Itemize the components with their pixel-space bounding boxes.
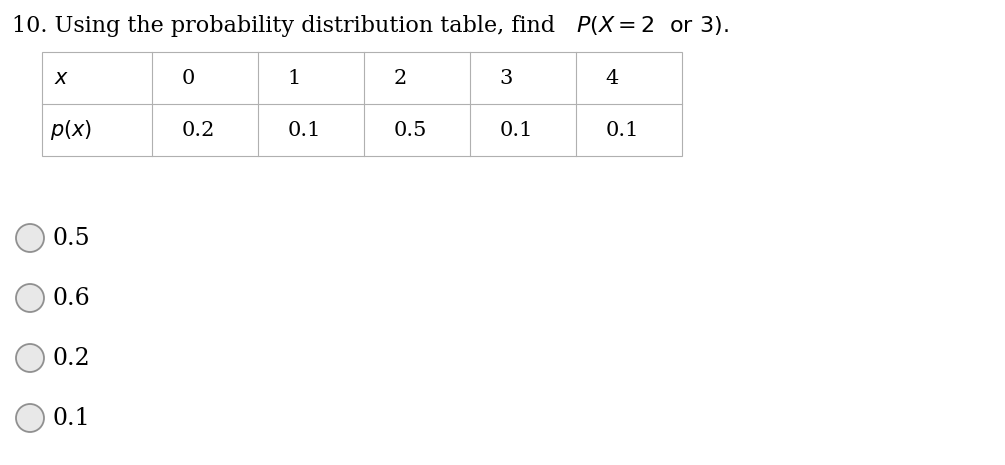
Text: 0.5: 0.5 — [52, 226, 89, 250]
Text: 10. Using the probability distribution table, find: 10. Using the probability distribution t… — [12, 15, 562, 37]
Text: 0.6: 0.6 — [52, 286, 89, 310]
Text: 0.2: 0.2 — [182, 120, 215, 140]
Text: 0.1: 0.1 — [287, 120, 322, 140]
Text: 0.2: 0.2 — [52, 346, 89, 370]
Text: 2: 2 — [394, 68, 407, 87]
Text: 0.5: 0.5 — [394, 120, 427, 140]
Text: $p(x)$: $p(x)$ — [50, 118, 92, 142]
Text: 0.1: 0.1 — [52, 406, 89, 430]
Ellipse shape — [16, 224, 44, 252]
Bar — [42, 52, 682, 156]
Ellipse shape — [16, 284, 44, 312]
Text: $x$: $x$ — [54, 68, 69, 87]
Text: $P(X = 2\ \ \mathrm{or}\ 3).$: $P(X = 2\ \ \mathrm{or}\ 3).$ — [576, 14, 729, 37]
Ellipse shape — [16, 344, 44, 372]
Text: 0.1: 0.1 — [499, 120, 534, 140]
Ellipse shape — [16, 404, 44, 432]
Text: 3: 3 — [499, 68, 514, 87]
Text: 0.1: 0.1 — [606, 120, 639, 140]
Text: 1: 1 — [287, 68, 301, 87]
Text: 4: 4 — [606, 68, 619, 87]
Text: 0: 0 — [182, 68, 195, 87]
